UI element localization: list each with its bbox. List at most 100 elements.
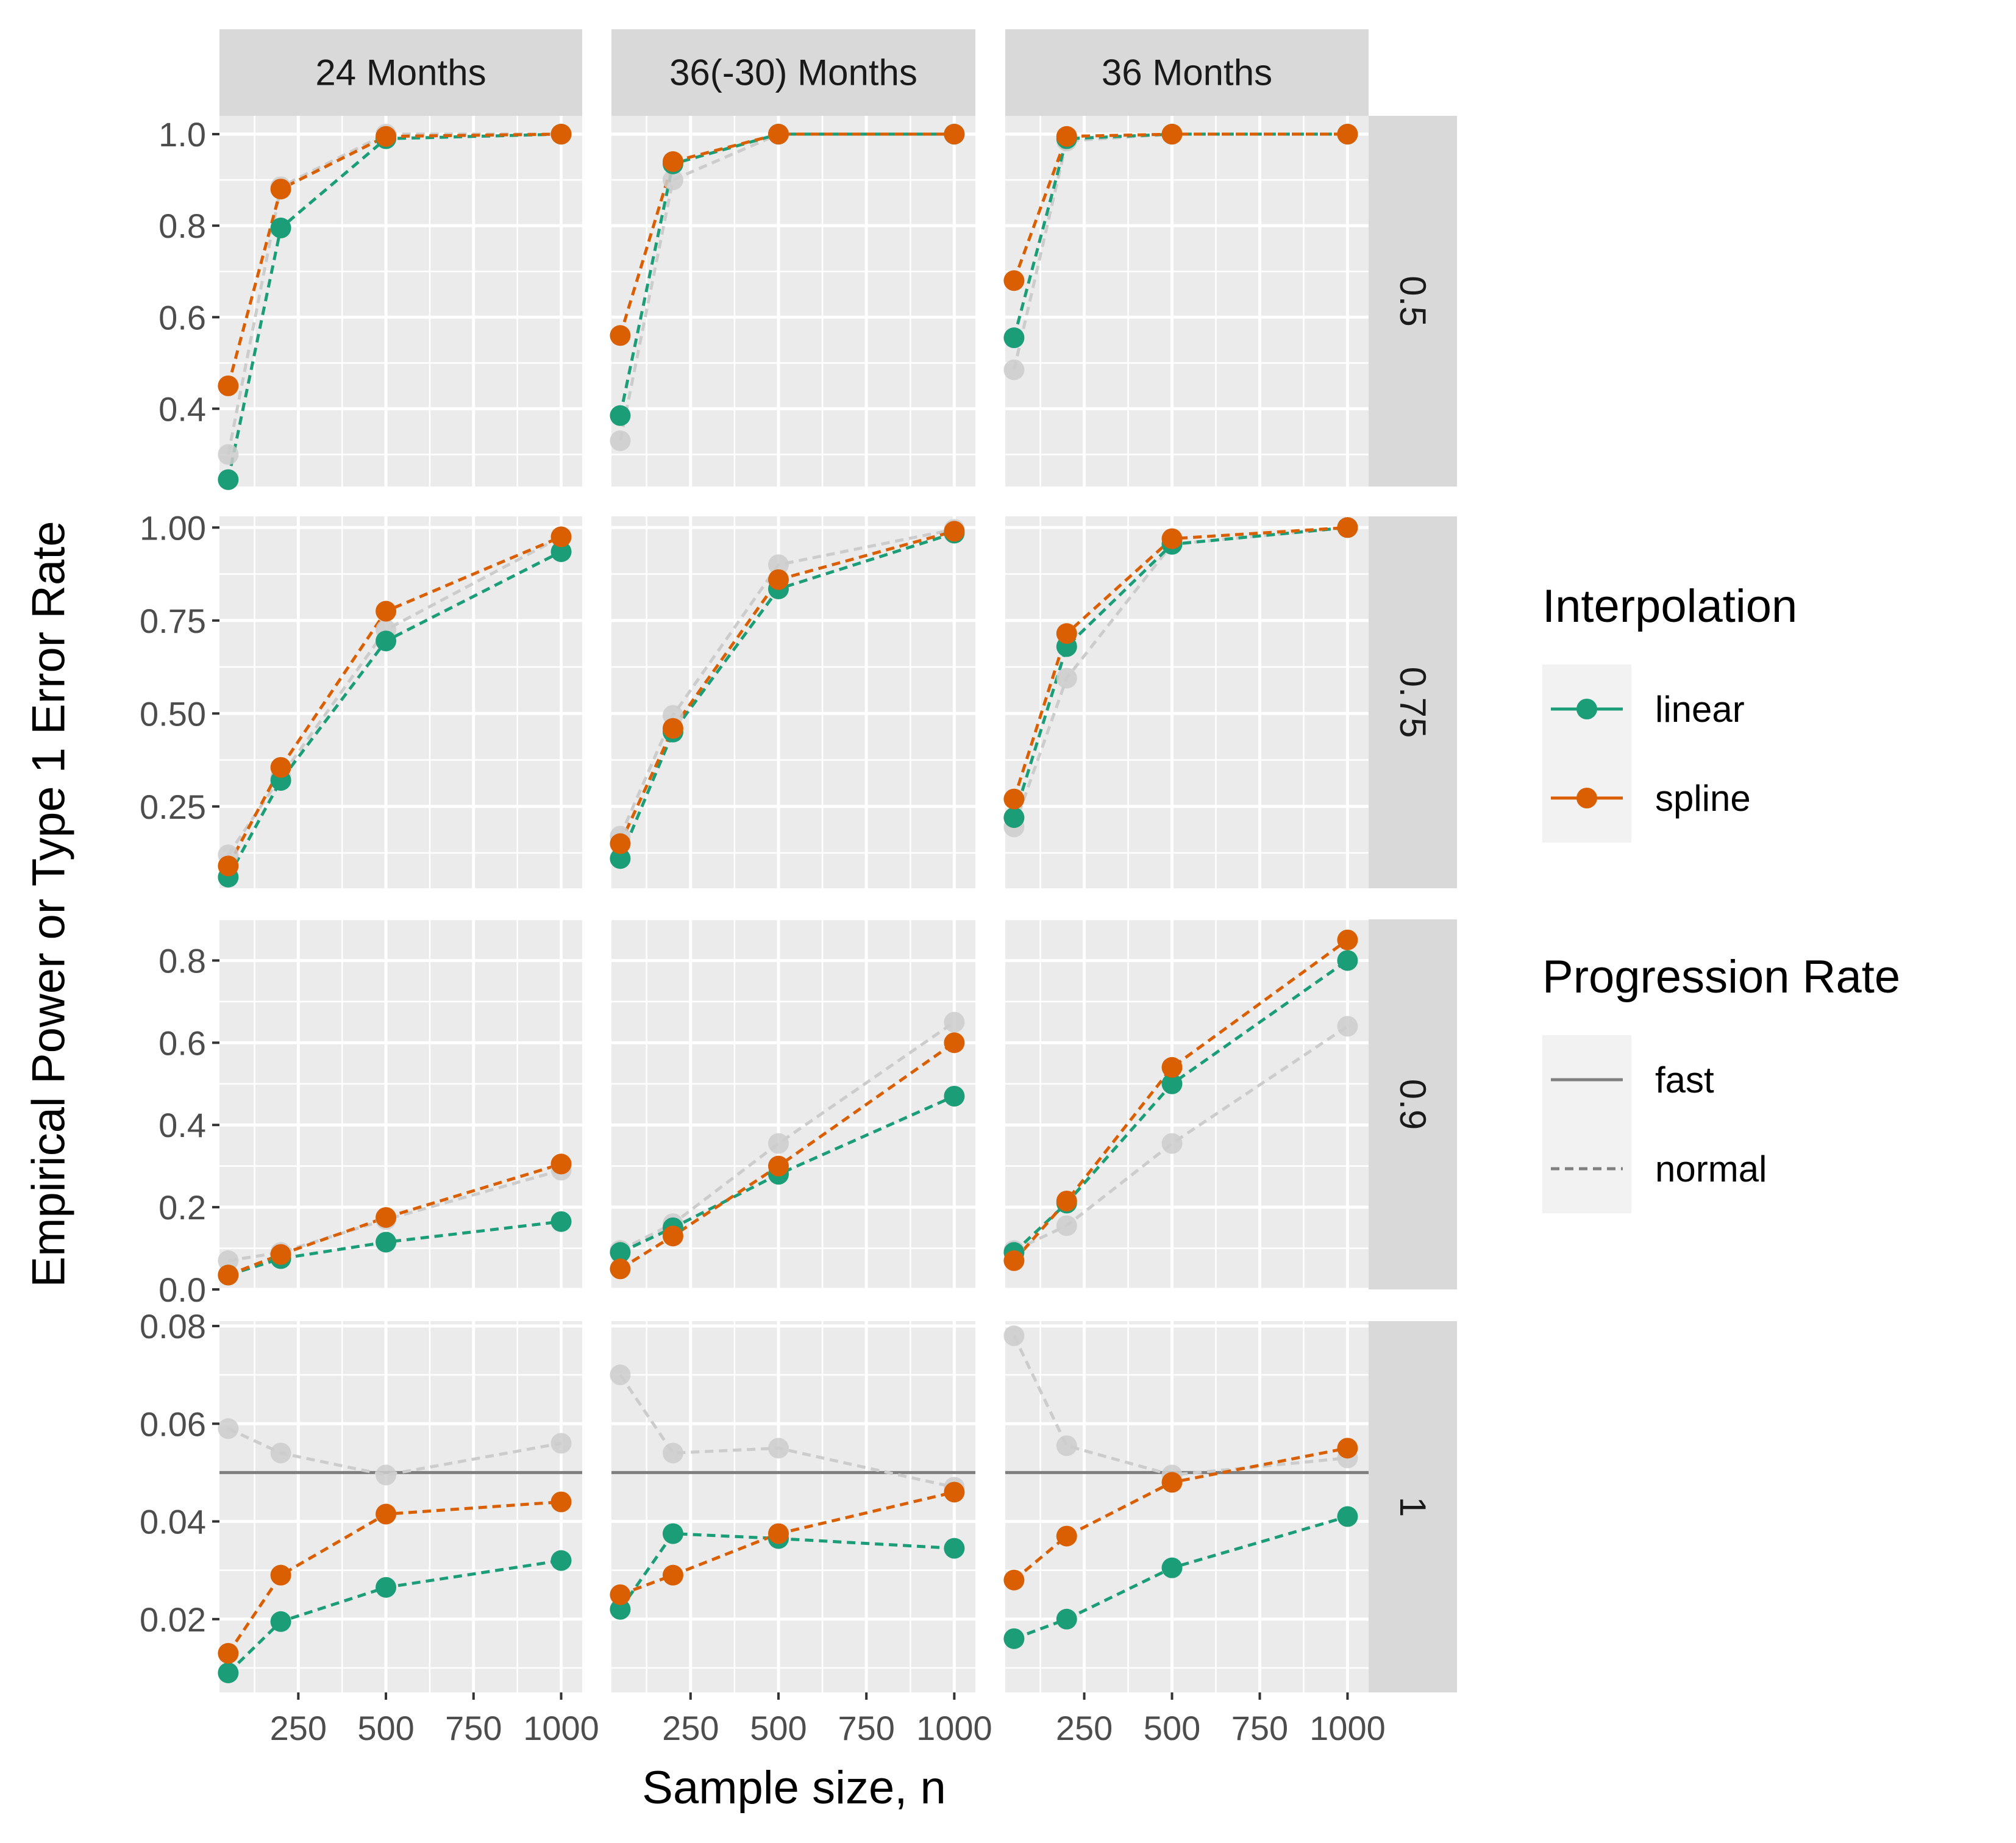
- data-point-linear: [218, 1662, 239, 1683]
- facet-panel: [1003, 516, 1369, 888]
- data-point-spline: [610, 1258, 631, 1280]
- x-tick-label: 750: [445, 1709, 502, 1747]
- data-point-normal-reference: [1003, 1325, 1025, 1347]
- series-line-spline: [619, 1041, 955, 1271]
- data-point-normal-reference: [768, 1133, 789, 1154]
- data-point-linear: [270, 1611, 291, 1632]
- column-strip-label: 36(-30) Months: [669, 52, 917, 93]
- data-point-spline: [1003, 270, 1025, 291]
- data-point-spline: [662, 151, 683, 173]
- data-point-spline: [1337, 517, 1358, 538]
- facet-panel: [218, 918, 582, 1291]
- y-tick-label: 0.8: [159, 207, 206, 245]
- series-line-linear: [227, 550, 562, 878]
- data-point-normal-reference: [768, 554, 789, 576]
- data-point-spline: [768, 124, 789, 145]
- x-tick-label: 1000: [523, 1709, 599, 1747]
- data-point-spline: [270, 179, 291, 200]
- data-point-spline: [1161, 1472, 1183, 1493]
- data-point-linear: [1337, 1506, 1358, 1527]
- row-strip-background: [1369, 116, 1457, 487]
- legend-label: linear: [1655, 689, 1745, 730]
- data-point-linear: [1161, 1073, 1183, 1094]
- data-point-spline: [1161, 528, 1183, 549]
- series-line-normal-reference: [227, 1427, 561, 1477]
- data-point-spline: [550, 1491, 572, 1513]
- data-point-spline: [1003, 1569, 1025, 1591]
- data-point-linear: [376, 630, 397, 652]
- facet-panel: [610, 116, 975, 487]
- data-point-normal-reference: [550, 1433, 572, 1454]
- data-point-linear: [944, 1086, 965, 1107]
- series-line-spline: [1013, 1446, 1348, 1581]
- y-tick-label: 1.00: [140, 508, 206, 547]
- legend-label: normal: [1655, 1149, 1767, 1189]
- row-strip-background: [1369, 1321, 1457, 1692]
- data-point-linear: [550, 1211, 572, 1232]
- data-point-spline: [662, 718, 683, 739]
- data-point-normal-reference: [218, 1250, 239, 1271]
- data-point-spline: [1161, 124, 1183, 145]
- data-point-linear: [610, 1599, 631, 1620]
- legend-title: Progression Rate: [1542, 951, 1900, 1003]
- series-line-normal-reference: [619, 1374, 955, 1489]
- facet-panel: [610, 1321, 975, 1692]
- facet-panel: [610, 516, 975, 888]
- data-point-spline: [376, 126, 397, 147]
- y-tick-label: 0.08: [140, 1307, 206, 1346]
- panel-background: [611, 516, 975, 888]
- data-point-spline: [768, 1155, 789, 1177]
- data-point-spline: [1056, 1525, 1077, 1547]
- data-point-linear: [1003, 1628, 1025, 1649]
- series-line-normal-reference: [227, 1169, 562, 1263]
- data-point-spline: [944, 1032, 965, 1053]
- data-point-spline: [768, 1523, 789, 1544]
- legend-title: Interpolation: [1542, 580, 1797, 632]
- x-tick-label: 250: [1056, 1709, 1113, 1747]
- axes: 0.4 0.6 0.8 1.0 0.25 0.50 0.75 1.00 0.0 0.2 0.4 0.6…: [140, 115, 1386, 1747]
- series-line-spline: [227, 535, 562, 867]
- series-line-spline: [226, 132, 561, 387]
- series-line-linear: [619, 1532, 955, 1611]
- data-point-normal-reference: [662, 169, 683, 191]
- series-line-spline: [1013, 132, 1348, 282]
- data-point-spline: [662, 1225, 683, 1247]
- data-point-linear: [270, 217, 291, 238]
- facet-panels: [218, 116, 1369, 1692]
- data-point-spline: [610, 833, 631, 854]
- data-point-normal-reference: [768, 1438, 789, 1459]
- data-point-normal-reference: [1161, 1133, 1183, 1154]
- panel-background: [1005, 919, 1369, 1289]
- data-point-linear: [1056, 1608, 1077, 1630]
- data-point-normal-reference: [1337, 1016, 1358, 1037]
- data-point-spline: [1337, 929, 1358, 950]
- column-strip: 24 Months: [219, 29, 582, 116]
- data-point-spline: [1337, 1438, 1358, 1459]
- y-tick-label: 0.0: [159, 1271, 206, 1309]
- series-line-normal-reference: [1013, 1335, 1348, 1477]
- series-line-linear: [619, 1094, 955, 1254]
- series-line-spline: [619, 132, 955, 337]
- x-tick-label: 500: [750, 1709, 807, 1747]
- data-point-linear: [1337, 950, 1358, 971]
- column-strip-background: [611, 29, 975, 116]
- data-point-spline: [768, 569, 789, 590]
- x-tick-label: 500: [357, 1709, 414, 1747]
- data-point-normal-reference: [1056, 1215, 1077, 1236]
- data-point-linear: [610, 1242, 631, 1263]
- y-tick-label: 0.75: [140, 602, 206, 640]
- y-tick-label: 0.6: [159, 298, 206, 337]
- row-strip: 1: [1369, 1321, 1457, 1692]
- data-point-spline: [1003, 788, 1025, 810]
- facet-panel: [1003, 116, 1369, 487]
- series-line-linear: [1013, 1515, 1348, 1641]
- series-line-spline: [619, 529, 955, 844]
- series-line-normal-reference: [619, 1021, 955, 1252]
- panel-background: [219, 516, 582, 888]
- data-point-spline: [944, 124, 965, 145]
- data-point-linear: [550, 1550, 572, 1571]
- facet-strips: 0.5 0.75 0.9 1 24 Months 36(-30) Months 36 Mon…: [219, 29, 1457, 1692]
- y-tick-label: 0.06: [140, 1405, 206, 1443]
- column-strip-background: [219, 29, 582, 116]
- column-strip-label: 24 Months: [315, 52, 486, 93]
